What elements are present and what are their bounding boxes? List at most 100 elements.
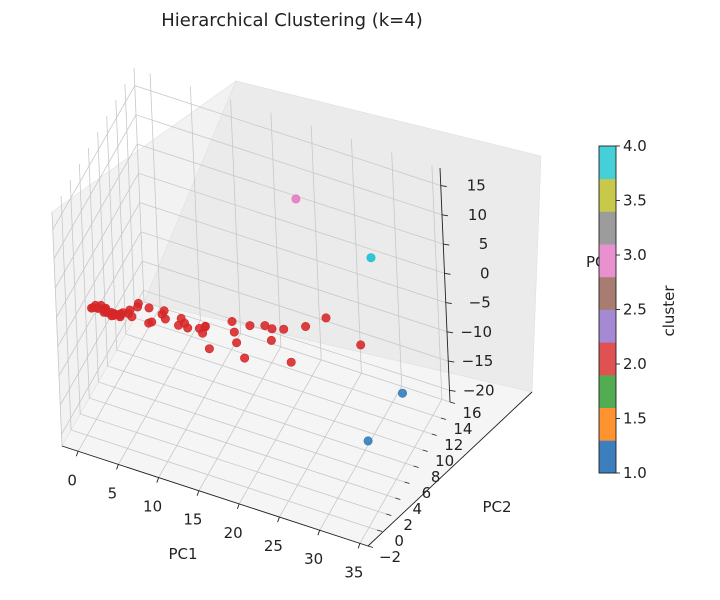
data-point-cluster-2 bbox=[160, 314, 170, 324]
data-point-cluster-2 bbox=[240, 353, 250, 363]
scatter-points bbox=[87, 194, 407, 446]
y-axis-line bbox=[367, 391, 533, 547]
y-tick bbox=[440, 417, 447, 420]
gridline-y bbox=[88, 147, 405, 483]
data-point-cluster-2 bbox=[286, 357, 296, 367]
x-tick-label: 20 bbox=[224, 524, 243, 542]
data-point-cluster-2 bbox=[356, 340, 366, 350]
data-point-cluster-2 bbox=[204, 344, 214, 354]
colorbar-segment bbox=[599, 309, 616, 343]
colorbar: 1.0 1.5 2.0 2.5 3.0 3.5 4.0 bbox=[598, 137, 647, 482]
data-point-cluster-2 bbox=[266, 335, 276, 345]
y-tick-label: 0 bbox=[394, 532, 404, 550]
y-tick bbox=[367, 545, 374, 548]
z-tick bbox=[446, 331, 454, 334]
z-tick-label: −20 bbox=[463, 381, 495, 399]
data-point-cluster-2 bbox=[115, 312, 125, 322]
y-tick bbox=[395, 497, 401, 500]
x-axis-label: PC1 bbox=[168, 545, 197, 563]
data-point-cluster-2 bbox=[229, 327, 239, 337]
y-tick-label: 16 bbox=[462, 404, 481, 422]
z-tick-label: −5 bbox=[469, 294, 491, 312]
axes-panes bbox=[51, 80, 542, 547]
x-tick-label: 10 bbox=[143, 498, 162, 516]
y-tick-label: 10 bbox=[435, 452, 454, 470]
gridline-z bbox=[54, 143, 444, 289]
gridline-y bbox=[69, 179, 387, 515]
data-point-cluster-2 bbox=[183, 323, 193, 333]
colorbar-label: cluster bbox=[660, 285, 678, 337]
gridline-y bbox=[115, 99, 432, 435]
z-tick bbox=[445, 302, 452, 304]
z-tick bbox=[449, 389, 456, 392]
x-tick bbox=[277, 516, 280, 523]
z-tick bbox=[440, 185, 447, 187]
z-tick bbox=[443, 243, 450, 246]
z-tick-label: −10 bbox=[460, 323, 492, 341]
z-tick-label: 0 bbox=[480, 264, 490, 282]
colorbar-tick-label: 1.0 bbox=[623, 464, 647, 482]
gridline-z bbox=[61, 289, 450, 435]
colorbar-segment bbox=[599, 244, 616, 278]
x-tick-label: 5 bbox=[108, 484, 118, 502]
colorbar-tick-label: 4.0 bbox=[623, 137, 647, 155]
gridline-z bbox=[57, 202, 446, 347]
z-tick bbox=[444, 272, 451, 275]
x-tick bbox=[317, 530, 321, 536]
data-point-cluster-2 bbox=[301, 321, 311, 331]
gridline-z bbox=[56, 172, 445, 318]
data-point-cluster-2 bbox=[144, 303, 154, 313]
colorbar-segment bbox=[599, 211, 616, 245]
data-point-cluster-2 bbox=[321, 313, 331, 323]
y-tick bbox=[431, 433, 437, 436]
y-tick-label: −2 bbox=[379, 548, 401, 566]
x-tick bbox=[236, 503, 240, 510]
y-tick-label: 8 bbox=[431, 468, 441, 486]
y-tick bbox=[413, 465, 419, 468]
y-tick-label: 14 bbox=[453, 420, 472, 438]
x-tick bbox=[156, 477, 160, 483]
data-point-cluster-1 bbox=[363, 436, 373, 446]
gridline-z bbox=[58, 231, 448, 376]
y-tick bbox=[449, 401, 456, 404]
axes-gridlines bbox=[51, 67, 451, 547]
x-tick-label: 35 bbox=[344, 563, 363, 581]
data-point-cluster-2 bbox=[267, 324, 277, 334]
x-tick bbox=[75, 451, 79, 457]
x-tick bbox=[196, 490, 200, 496]
gridline-z bbox=[52, 85, 441, 230]
data-point-cluster-2 bbox=[93, 303, 103, 313]
x-tick-label: 0 bbox=[67, 471, 77, 489]
gridline-z bbox=[59, 260, 449, 406]
data-point-cluster-2 bbox=[232, 338, 242, 348]
colorbar-tick-label: 2.5 bbox=[623, 301, 647, 319]
data-point-cluster-2 bbox=[106, 307, 116, 317]
axes-ticks: 05101520253035−20246810121416−20−15−10−5… bbox=[67, 177, 494, 582]
data-point-cluster-2 bbox=[245, 321, 255, 331]
colorbar-segment bbox=[599, 146, 616, 180]
x-axis-line bbox=[61, 445, 369, 547]
y-axis-label: PC2 bbox=[482, 498, 511, 516]
x-tick bbox=[116, 464, 119, 470]
x-tick bbox=[357, 543, 361, 549]
gridline-y bbox=[78, 163, 396, 499]
y-tick bbox=[422, 449, 428, 452]
z-tick-label: 10 bbox=[468, 206, 487, 224]
colorbar-segment bbox=[599, 374, 616, 408]
gridline-y bbox=[97, 131, 414, 467]
colorbar-segment bbox=[599, 407, 616, 441]
y-tick-label: 12 bbox=[444, 436, 463, 454]
gridline-y bbox=[133, 67, 451, 403]
z-tick-label: 5 bbox=[479, 235, 489, 253]
data-point-cluster-2 bbox=[227, 316, 237, 326]
y-tick-label: 2 bbox=[403, 516, 413, 534]
colorbar-tick-label: 2.0 bbox=[623, 355, 647, 373]
colorbar-segment bbox=[599, 342, 616, 376]
data-point-cluster-3 bbox=[291, 194, 301, 204]
data-point-cluster-1 bbox=[397, 388, 407, 398]
colorbar-tick-label: 1.5 bbox=[623, 410, 647, 428]
gridline-y bbox=[106, 115, 423, 451]
z-axis-line bbox=[439, 167, 451, 403]
colorbar-segment bbox=[599, 440, 616, 474]
